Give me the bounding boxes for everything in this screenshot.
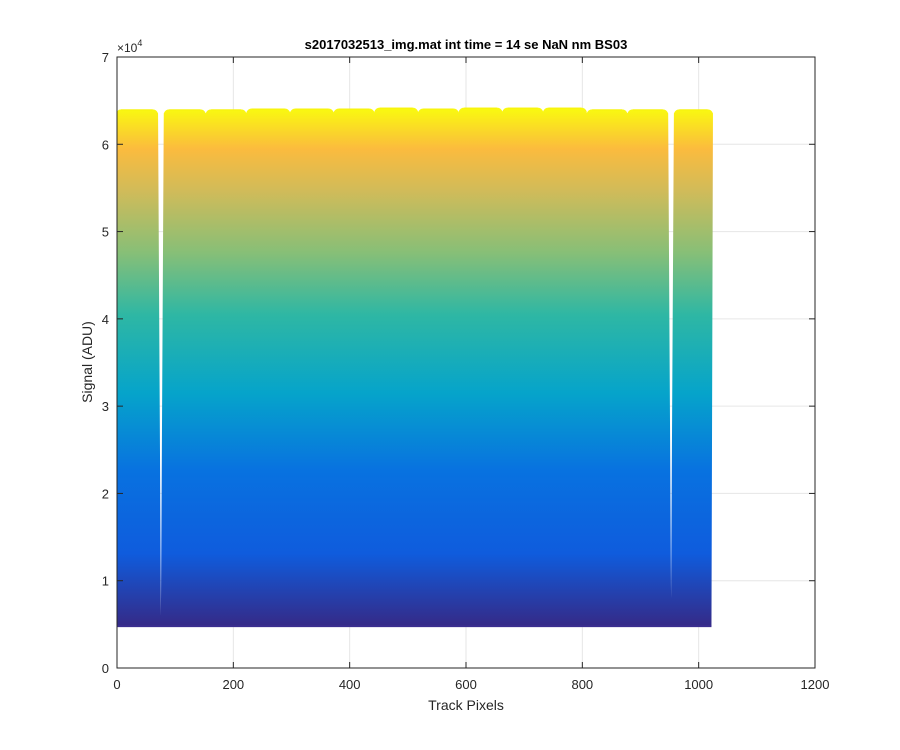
y-tick-label: 1 [102, 574, 109, 589]
y-tick-label: 5 [102, 225, 109, 240]
x-axis-label: Track Pixels [428, 697, 504, 713]
x-tick-label: 0 [113, 677, 120, 692]
x-tick-label: 1000 [684, 677, 713, 692]
data-area [117, 107, 713, 628]
x-tick-label: 200 [222, 677, 244, 692]
y-tick-label: 6 [102, 137, 109, 152]
y-tick-label: 2 [102, 486, 109, 501]
y-exponent-base: ×10 [117, 41, 138, 55]
x-tick-label: 400 [339, 677, 361, 692]
y-tick-label: 0 [102, 661, 109, 676]
y-exponent-power: 4 [137, 38, 142, 48]
x-tick-label: 800 [571, 677, 593, 692]
x-tick-label: 600 [455, 677, 477, 692]
axes: 0 200 400 600 800 1000 1200 0 1 2 3 4 5 6 7 [102, 50, 830, 692]
x-tick-label: 1200 [801, 677, 830, 692]
chart-title: s2017032513_img.mat int time = 14 se NaN… [305, 37, 628, 52]
signal-area [117, 107, 713, 627]
y-exponent-label: ×104 [117, 38, 142, 55]
y-tick-label: 3 [102, 399, 109, 414]
y-tick-label: 7 [102, 50, 109, 65]
y-axis-label: Signal (ADU) [79, 321, 95, 403]
y-tick-label: 4 [102, 312, 109, 327]
